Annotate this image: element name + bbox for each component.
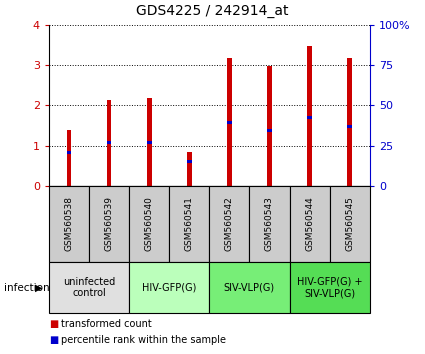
Bar	[227, 121, 232, 124]
Text: GSM560542: GSM560542	[225, 196, 234, 251]
Text: GSM560544: GSM560544	[305, 196, 314, 251]
Text: ■: ■	[49, 319, 58, 329]
Text: GSM560543: GSM560543	[265, 196, 274, 251]
Bar	[249, 186, 289, 262]
Bar	[347, 58, 352, 186]
Text: GSM560545: GSM560545	[345, 196, 354, 251]
Bar	[267, 129, 272, 132]
Bar	[347, 125, 352, 128]
Text: GDS4225 / 242914_at: GDS4225 / 242914_at	[136, 4, 289, 18]
Bar	[307, 116, 312, 119]
Bar	[107, 101, 111, 186]
Bar	[169, 186, 209, 262]
Text: transformed count: transformed count	[61, 319, 152, 329]
Bar	[187, 160, 192, 163]
Text: GSM560540: GSM560540	[144, 196, 154, 251]
Text: HIV-GFP(G): HIV-GFP(G)	[142, 282, 196, 293]
Bar	[289, 186, 330, 262]
Text: GSM560539: GSM560539	[105, 196, 113, 251]
Text: uninfected
control: uninfected control	[63, 277, 115, 298]
Bar	[227, 58, 232, 186]
Text: ■: ■	[49, 335, 58, 345]
Bar	[209, 186, 249, 262]
Bar	[89, 186, 129, 262]
Bar	[129, 186, 169, 262]
Text: GSM560541: GSM560541	[185, 196, 194, 251]
Bar	[187, 152, 192, 186]
Bar	[209, 262, 289, 313]
Text: HIV-GFP(G) +
SIV-VLP(G): HIV-GFP(G) + SIV-VLP(G)	[297, 277, 363, 298]
Bar	[129, 262, 209, 313]
Bar	[147, 98, 152, 186]
Text: GSM560538: GSM560538	[65, 196, 74, 251]
Bar	[267, 66, 272, 186]
Bar	[67, 152, 71, 154]
Text: SIV-VLP(G): SIV-VLP(G)	[224, 282, 275, 293]
Bar	[49, 186, 89, 262]
Text: percentile rank within the sample: percentile rank within the sample	[61, 335, 226, 345]
Bar	[147, 141, 152, 144]
Text: ▶: ▶	[34, 282, 42, 293]
Bar	[307, 46, 312, 186]
Bar	[289, 262, 370, 313]
Bar	[49, 262, 129, 313]
Bar	[330, 186, 370, 262]
Bar	[107, 141, 111, 144]
Text: infection: infection	[4, 282, 50, 293]
Bar	[67, 130, 71, 186]
